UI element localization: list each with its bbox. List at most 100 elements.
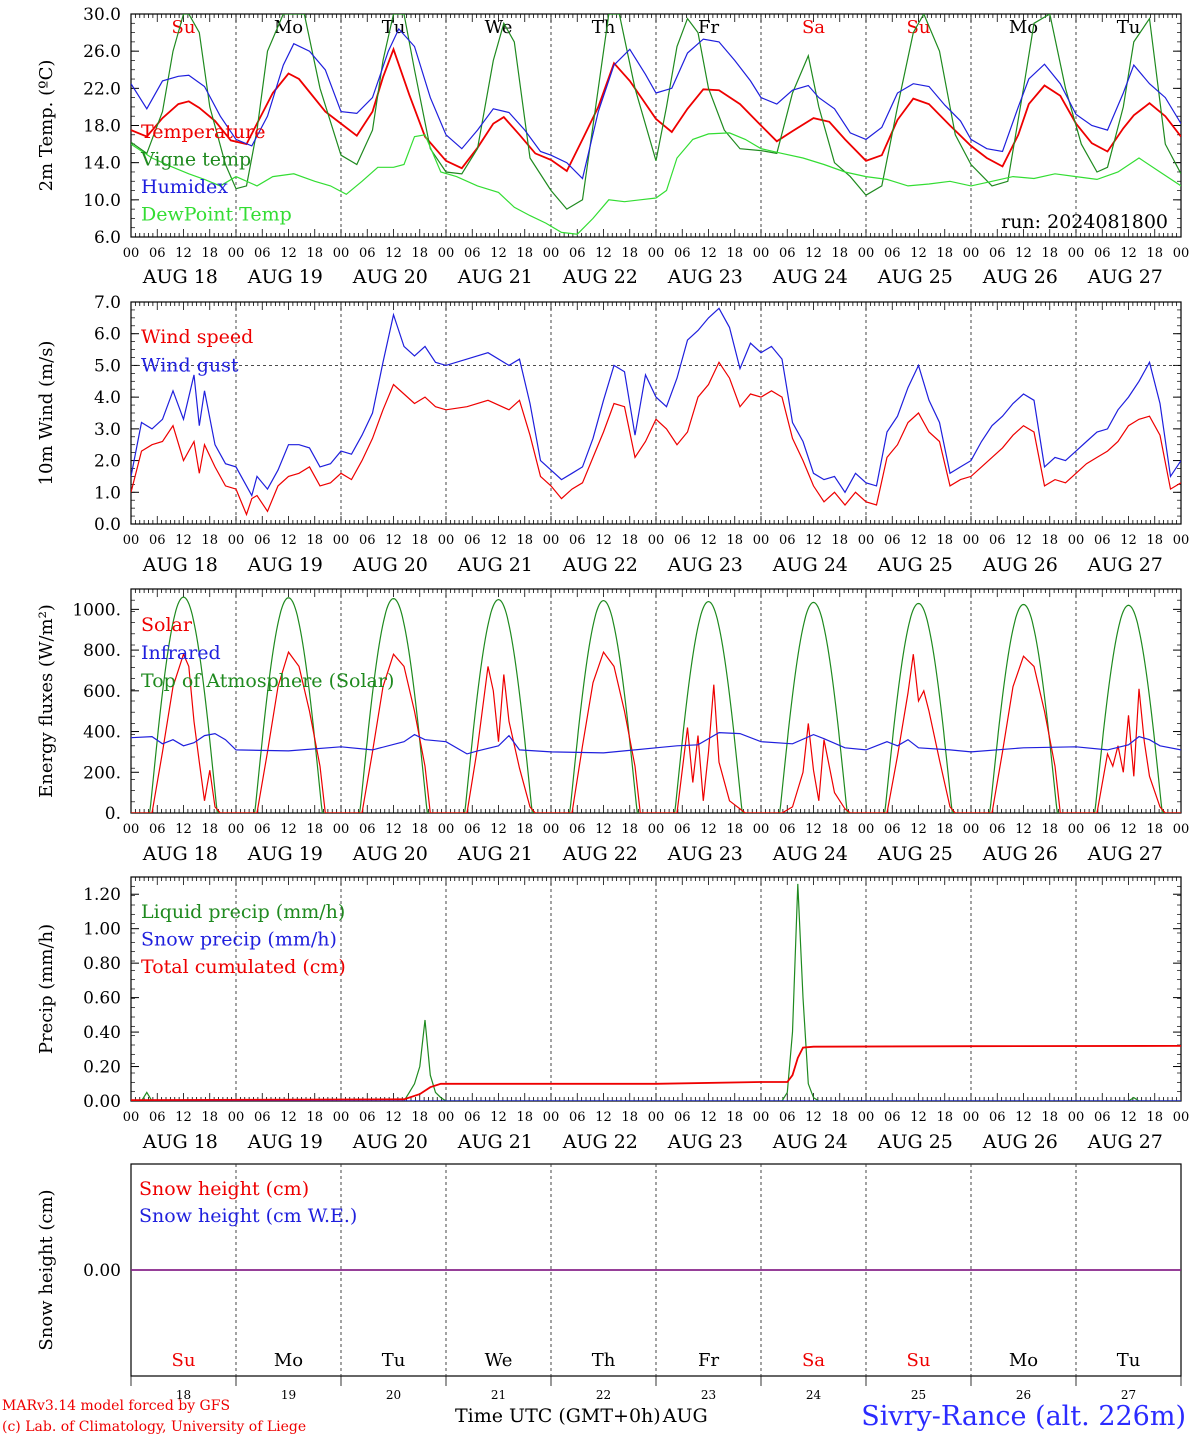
hour-tick-label: 18 — [411, 246, 428, 261]
hour-tick-label: 06 — [989, 822, 1006, 837]
hour-tick-label: 06 — [149, 533, 166, 548]
hour-tick-label: 18 — [201, 1110, 218, 1125]
hour-tick-label: 00 — [333, 1110, 350, 1125]
hour-tick-label: 18 — [201, 246, 218, 261]
day-label: AUG 23 — [667, 266, 743, 288]
hour-tick-label: 06 — [989, 246, 1006, 261]
hour-tick-label: 06 — [779, 1110, 796, 1125]
hour-tick-label: 12 — [280, 246, 297, 261]
y-tick-label: 4.0 — [94, 388, 121, 408]
day-label: AUG 20 — [352, 554, 428, 576]
hour-tick-label: 12 — [910, 822, 927, 837]
hour-tick-label: 06 — [359, 246, 376, 261]
day-label: AUG 22 — [562, 554, 638, 576]
day-number: 27 — [1121, 1388, 1136, 1402]
hour-tick-label: 18 — [936, 822, 953, 837]
weekday-label: Mo — [1009, 1350, 1038, 1371]
day-label: AUG 23 — [667, 843, 743, 865]
y-tick-label: 0.40 — [83, 1023, 121, 1043]
y-tick-label: 800. — [83, 641, 121, 661]
weekday-label: Mo — [274, 1350, 303, 1371]
hour-tick-label: 18 — [1146, 533, 1163, 548]
hour-tick-label: 12 — [595, 246, 612, 261]
panel-5: 0.00 Snow height (cm) Su Mo Tu We Th Fr Sa Su Mo Tu… — [36, 1163, 1182, 1402]
hour-tick-label: 06 — [674, 246, 691, 261]
day-label: AUG 26 — [982, 266, 1058, 288]
weekday-label: Su — [172, 1350, 196, 1371]
y-tick-label: 1.20 — [83, 885, 121, 905]
series-infrared — [131, 731, 1181, 755]
x-axis-title-text: Time UTC (GMT+0h) — [455, 1405, 661, 1427]
legend-entry: Top of Atmosphere (Solar) — [141, 670, 394, 692]
hour-tick-label: 12 — [700, 822, 717, 837]
hour-tick-label: 18 — [306, 1110, 323, 1125]
hour-tick-label: 18 — [516, 246, 533, 261]
y-tick-label: 7.0 — [94, 293, 121, 313]
hour-tick-label: 06 — [359, 533, 376, 548]
day-label: AUG 18 — [142, 266, 218, 288]
hour-tick-label: 00 — [333, 822, 350, 837]
y-tick-label: 26.0 — [83, 42, 121, 62]
legend-entry: Wind speed — [141, 326, 253, 348]
weekday-label: Tu — [1117, 1350, 1141, 1371]
weekday-label: Fr — [698, 17, 719, 38]
hour-tick-label: 00 — [1068, 533, 1085, 548]
panel-1: 6.0 10.0 14.0 18.0 22.0 26.0 30.0 2m Temp. (ºC)… — [36, 5, 1189, 288]
y-tick-label: 0.0 — [94, 515, 121, 535]
hour-tick-label: 00 — [438, 1110, 455, 1125]
hour-tick-label: 18 — [1146, 246, 1163, 261]
hour-tick-label: 12 — [700, 1110, 717, 1125]
y-tick-label: 22.0 — [83, 79, 121, 99]
series-dewpoint-temp — [131, 132, 1181, 235]
legend-entry: Snow height (cm) — [139, 1178, 309, 1200]
hour-tick-label: 12 — [1120, 246, 1137, 261]
hour-tick-label: 18 — [201, 533, 218, 548]
day-number: 22 — [596, 1388, 611, 1402]
hour-tick-label: 12 — [595, 1110, 612, 1125]
day-label: AUG 20 — [352, 843, 428, 865]
day-label: AUG 22 — [562, 266, 638, 288]
weekday-label: We — [485, 17, 513, 38]
legend-entry: DewPoint Temp — [141, 204, 292, 226]
y-tick-label: 0.00 — [83, 1092, 121, 1112]
y-tick-label: 0.00 — [83, 1261, 121, 1281]
series-humidex — [131, 27, 1181, 180]
series-wind-speed — [131, 361, 1181, 517]
panel-2: 0.0 1.0 2.0 3.0 4.0 5.0 6.0 7.0 10m Wind (m/s) 00… — [36, 293, 1189, 576]
y-tick-label: 400. — [83, 723, 121, 743]
hour-tick-label: 00 — [543, 1110, 560, 1125]
weekday-label: Th — [592, 1350, 616, 1371]
hour-tick-label: 00 — [648, 246, 665, 261]
legend-entry: Infrared — [141, 642, 221, 664]
day-label: AUG 27 — [1087, 554, 1163, 576]
day-label: AUG 25 — [877, 554, 953, 576]
hour-tick-label: 18 — [831, 1110, 848, 1125]
hour-tick-label: 06 — [884, 533, 901, 548]
day-number: 26 — [1016, 1388, 1031, 1402]
hour-tick-label: 00 — [1068, 1110, 1085, 1125]
hour-tick-label: 18 — [831, 533, 848, 548]
hour-tick-label: 12 — [385, 1110, 402, 1125]
hour-tick-label: 00 — [123, 1110, 140, 1125]
y-tick-label: 3.0 — [94, 420, 121, 440]
day-label: AUG 26 — [982, 554, 1058, 576]
hour-tick-label: 18 — [726, 533, 743, 548]
hour-tick-label: 00 — [753, 822, 770, 837]
y-tick-label: 1.0 — [94, 483, 121, 503]
y-tick-label: 1000. — [72, 600, 121, 620]
day-label: AUG 18 — [142, 554, 218, 576]
hour-tick-label: 06 — [464, 1110, 481, 1125]
day-label: AUG 19 — [247, 266, 323, 288]
day-number: 20 — [386, 1388, 401, 1402]
hour-tick-label: 12 — [280, 533, 297, 548]
series-solar — [131, 650, 1181, 813]
hour-tick-label: 06 — [569, 246, 586, 261]
day-label: AUG 27 — [1087, 843, 1163, 865]
hour-tick-label: 00 — [228, 822, 245, 837]
day-label: AUG 24 — [772, 554, 848, 576]
day-number: 23 — [701, 1388, 716, 1402]
weekday-label: Th — [592, 17, 616, 38]
hour-tick-label: 00 — [963, 533, 980, 548]
hour-tick-label: 18 — [1146, 1110, 1163, 1125]
